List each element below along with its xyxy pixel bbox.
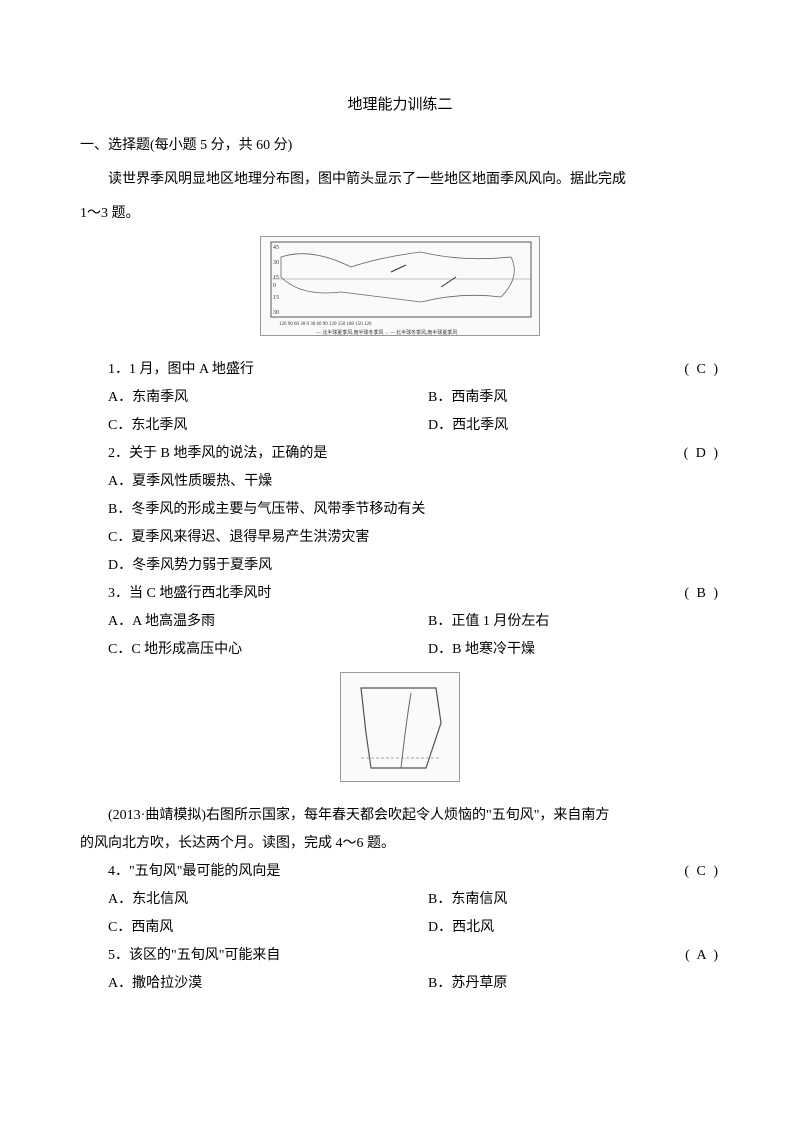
q1-answer: ( C )	[656, 356, 720, 384]
q3-stem: 3．当 C 地盛行西北季风时	[80, 580, 656, 608]
svg-text:120 90 60 30 0 30 60 90: 120 90 60 30 0 30 60 90 120 150 180 150 …	[279, 322, 372, 327]
world-monsoon-map: 45 30 15 0 15 30 120 90 60 30 0 30 60 90…	[260, 236, 540, 336]
q4-opt-d: D．西北风	[400, 914, 720, 942]
q3-options-cd: C．C 地形成高压中心 D．B 地寒冷干燥	[80, 636, 720, 664]
egypt-map	[340, 672, 460, 782]
q1-options-cd: C．东北季风 D．西北季风	[80, 412, 720, 440]
svg-text:15: 15	[273, 295, 279, 301]
q3-options-ab: A．A 地高温多雨 B．正值 1 月份左右	[80, 608, 720, 636]
svg-text:30: 30	[273, 260, 279, 266]
q4-options-cd: C．西南风 D．西北风	[80, 914, 720, 942]
q2-line: 2．关于 B 地季风的说法，正确的是 ( D )	[80, 440, 720, 468]
q3-answer: ( B )	[656, 580, 720, 608]
q5-line: 5．该区的"五旬风"可能来自 ( A )	[80, 942, 720, 970]
q3-opt-d: D．B 地寒冷干燥	[400, 636, 720, 664]
q2-opt-b: B．冬季风的形成主要与气压带、风带季节移动有关	[80, 496, 720, 524]
q5-opt-a: A．撒哈拉沙漠	[80, 970, 400, 998]
intro-line-1: 读世界季风明显地区地理分布图，图中箭头显示了一些地区地面季风风向。据此完成	[80, 166, 720, 194]
q2-opt-c: C．夏季风来得迟、退得早易产生洪涝灾害	[80, 524, 720, 552]
q3-opt-a: A．A 地高温多雨	[80, 608, 400, 636]
q5-options-ab: A．撒哈拉沙漠 B．苏丹草原	[80, 970, 720, 998]
q1-line: 1．1 月，图中 A 地盛行 ( C )	[80, 356, 720, 384]
page-title: 地理能力训练二	[80, 90, 720, 120]
svg-text:15: 15	[273, 275, 279, 281]
q5-opt-b: B．苏丹草原	[400, 970, 720, 998]
svg-text:0: 0	[273, 283, 276, 289]
q4-opt-c: C．西南风	[80, 914, 400, 942]
section-header: 一、选择题(每小题 5 分，共 60 分)	[80, 132, 720, 160]
intro-line-2: 1～3 题。	[80, 200, 720, 228]
q2-opt-a: A．夏季风性质暖热、干燥	[80, 468, 720, 496]
q5-answer: ( A )	[657, 942, 720, 970]
q2-stem: 2．关于 B 地季风的说法，正确的是	[80, 440, 656, 468]
q2-answer: ( D )	[656, 440, 720, 468]
q1-options-ab: A．东南季风 B．西南季风	[80, 384, 720, 412]
intro3-line-1: (2013·曲靖模拟)右图所示国家，每年春天都会吹起令人烦恼的"五旬风"，来自南…	[80, 802, 720, 830]
figure-2-wrapper	[80, 672, 720, 794]
q4-opt-b: B．东南信风	[400, 886, 720, 914]
q1-stem: 1．1 月，图中 A 地盛行	[80, 356, 656, 384]
intro3-line-2: 的风向北方吹，长达两个月。读图，完成 4～6 题。	[80, 830, 720, 858]
q1-opt-d: D．西北季风	[400, 412, 720, 440]
q2-opt-d: D．冬季风势力弱于夏季风	[80, 552, 720, 580]
q5-stem: 5．该区的"五旬风"可能来自	[80, 942, 657, 970]
q1-opt-b: B．西南季风	[400, 384, 720, 412]
q4-answer: ( C )	[656, 858, 720, 886]
q4-stem: 4．"五旬风"最可能的风向是	[80, 858, 656, 886]
q3-opt-b: B．正值 1 月份左右	[400, 608, 720, 636]
figure-1-wrapper: 45 30 15 0 15 30 120 90 60 30 0 30 60 90…	[80, 236, 720, 348]
q3-opt-c: C．C 地形成高压中心	[80, 636, 400, 664]
svg-text:45: 45	[273, 245, 279, 251]
q1-opt-a: A．东南季风	[80, 384, 400, 412]
q4-options-ab: A．东北信风 B．东南信风	[80, 886, 720, 914]
q4-line: 4．"五旬风"最可能的风向是 ( C )	[80, 858, 720, 886]
svg-text:30: 30	[273, 310, 279, 316]
q4-opt-a: A．东北信风	[80, 886, 400, 914]
q1-opt-c: C．东北季风	[80, 412, 400, 440]
q3-line: 3．当 C 地盛行西北季风时 ( B )	[80, 580, 720, 608]
svg-text:— 北半球夏季风,南半球冬季风 ←— 北半球冬季风,南半球: — 北半球夏季风,南半球冬季风 ←— 北半球冬季风,南半球夏季风	[315, 329, 457, 336]
